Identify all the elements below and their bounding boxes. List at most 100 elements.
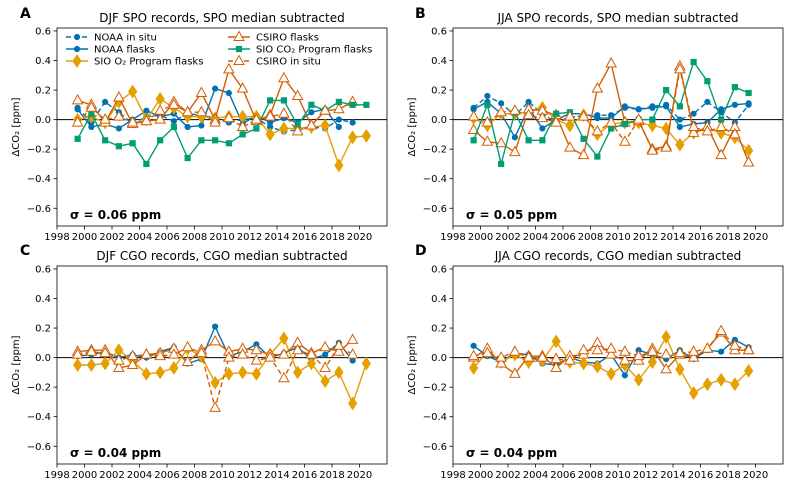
data-point <box>715 324 727 336</box>
data-point <box>170 123 177 131</box>
x-tick-label: 2000 <box>468 232 493 243</box>
data-point <box>663 103 670 110</box>
data-point <box>579 356 589 371</box>
panel-a: A DJF SPO records, SPO median subtracted −… <box>11 6 388 243</box>
x-tick-label: 2008 <box>182 232 207 243</box>
data-point <box>674 346 686 358</box>
data-point <box>701 124 714 136</box>
data-point <box>113 90 125 102</box>
data-point <box>522 351 535 362</box>
data-point <box>212 85 219 92</box>
series-csiro-insitu <box>71 98 331 136</box>
legend-marker <box>73 45 81 53</box>
data-point <box>195 86 208 98</box>
data-point <box>536 351 549 362</box>
sigma-annotation: σ = 0.04 ppm <box>466 446 557 460</box>
data-point <box>157 137 164 144</box>
y-tick-label: −0.2 <box>423 145 447 156</box>
x-tick-label: 2006 <box>550 232 575 243</box>
data-point <box>619 135 631 146</box>
data-point <box>86 358 96 372</box>
data-point <box>509 145 521 157</box>
panel-letter: D <box>415 243 427 259</box>
data-point <box>168 348 180 359</box>
legend-item-csiro-flasks: CSIRO flasks <box>228 30 319 44</box>
data-point <box>126 358 139 369</box>
panel-letter: C <box>20 243 30 259</box>
data-point <box>264 110 276 121</box>
data-point <box>348 396 358 411</box>
data-point <box>660 141 672 152</box>
data-point <box>154 104 166 115</box>
data-point <box>467 123 480 134</box>
data-point <box>605 56 617 68</box>
x-tick-label: 2002 <box>495 232 520 243</box>
y-tick-label: 0.4 <box>431 294 447 305</box>
y-tick-label: 0.4 <box>35 294 51 305</box>
data-point <box>99 113 111 124</box>
legend-item-csiro-insitu: CSIRO in situ <box>228 54 321 68</box>
data-point <box>334 158 344 173</box>
data-point <box>250 343 263 355</box>
data-point <box>495 105 507 117</box>
data-point <box>509 345 521 356</box>
y-tick-label: 0.2 <box>35 86 51 97</box>
x-tick-label: 2012 <box>237 232 262 243</box>
x-tick-label: 2008 <box>578 470 603 481</box>
data-point <box>635 106 642 113</box>
data-point <box>539 137 546 144</box>
data-point <box>306 356 316 371</box>
data-point <box>676 116 683 123</box>
data-point <box>605 348 617 359</box>
data-point <box>660 348 672 359</box>
data-point <box>687 345 700 356</box>
x-tick-label: 2004 <box>523 470 548 481</box>
legend-marker <box>73 33 81 41</box>
x-tick-label: 2020 <box>743 232 768 243</box>
data-point <box>484 92 491 100</box>
data-point <box>646 345 659 356</box>
data-point <box>113 361 125 372</box>
data-point <box>85 101 98 112</box>
data-point <box>209 401 221 412</box>
data-point <box>592 359 602 374</box>
data-point <box>660 362 672 374</box>
y-tick-label: 0.0 <box>431 353 447 364</box>
data-point <box>319 340 331 352</box>
data-point <box>210 375 220 390</box>
data-point <box>716 372 726 387</box>
data-point <box>236 82 249 93</box>
y-tick-label: −0.4 <box>27 174 51 185</box>
data-point <box>143 160 150 168</box>
panel-title: JJA SPO records, SPO median subtracted <box>497 11 739 25</box>
data-point <box>687 126 700 137</box>
data-point <box>291 124 304 136</box>
data-point <box>550 352 562 364</box>
y-tick-label: −0.2 <box>423 383 447 394</box>
data-point <box>305 118 318 130</box>
x-tick-label: 2010 <box>209 470 234 481</box>
x-tick-label: 2002 <box>99 232 124 243</box>
data-point <box>591 82 604 93</box>
data-point <box>335 98 342 105</box>
series-csiro-insitu <box>467 62 741 155</box>
data-point <box>319 361 331 372</box>
x-tick-label: 2014 <box>264 232 289 243</box>
x-tick-label: 2020 <box>743 470 768 481</box>
data-point <box>481 346 494 358</box>
x-tick-label: 2006 <box>154 470 179 481</box>
data-point <box>729 339 741 350</box>
x-tick-label: 1998 <box>44 470 69 481</box>
data-point <box>525 137 532 144</box>
data-point <box>250 113 263 124</box>
data-point <box>308 101 315 108</box>
data-point <box>704 78 711 85</box>
x-tick-label: 2014 <box>264 470 289 481</box>
legend-item-noaa-insitu: NOAA in situ <box>66 33 157 44</box>
x-tick-label: 2010 <box>605 470 630 481</box>
data-point <box>346 348 359 359</box>
data-point <box>509 367 521 378</box>
data-point <box>675 137 685 152</box>
data-point <box>293 365 303 380</box>
data-point <box>279 331 289 346</box>
